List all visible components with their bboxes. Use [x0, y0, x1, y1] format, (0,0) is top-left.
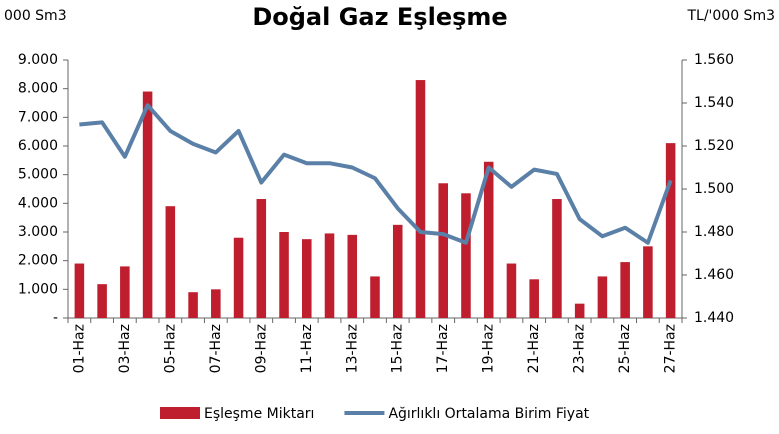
y2-tick-label: 1.540: [694, 95, 734, 111]
y-tick-label: 3.000: [18, 224, 58, 240]
bar: [279, 232, 289, 318]
x-tick-label: 15-Haz: [390, 324, 406, 373]
bar: [529, 279, 539, 318]
y-axis-label: 000 Sm3: [4, 8, 67, 24]
x-tick-label: 19-Haz: [481, 324, 497, 373]
bar: [415, 80, 426, 318]
legend-label: Eşleşme Miktarı: [204, 406, 314, 422]
bar: [392, 224, 403, 318]
x-tick-label: 05-Haz: [162, 324, 178, 373]
y-tick-label: 5.000: [18, 167, 58, 183]
y-tick-label: 6.000: [18, 138, 58, 154]
bar: [552, 199, 562, 318]
bar: [165, 206, 176, 318]
x-tick-label: 27-Haz: [663, 324, 679, 373]
line: [79, 103, 673, 245]
bar: [324, 233, 335, 318]
bar: [665, 143, 676, 318]
bar: [74, 263, 85, 318]
bar: [597, 276, 608, 318]
bar: [302, 239, 312, 318]
y2-tick-label: 1.460: [694, 267, 734, 283]
y2-tick-label: 1.520: [694, 138, 734, 154]
bar: [142, 91, 153, 319]
x-tick-label: 17-Haz: [435, 324, 451, 373]
bar: [120, 266, 130, 318]
chart-title: Doğal Gaz Eşleşme: [252, 3, 507, 31]
x-tick-label: 09-Haz: [253, 324, 269, 373]
y-tick-label: 4.000: [18, 195, 58, 211]
bar: [620, 262, 630, 318]
x-tick-label: 25-Haz: [617, 324, 633, 373]
bar: [97, 284, 107, 318]
x-tick-label: 23-Haz: [572, 324, 588, 373]
y-tick-label: 1.000: [18, 281, 58, 297]
y2-tick-label: 1.480: [694, 224, 734, 240]
bar: [483, 161, 494, 318]
x-tick-label: 13-Haz: [344, 324, 360, 373]
y-tick-label: 8.000: [18, 81, 58, 97]
bar: [370, 276, 380, 318]
y-tick-label: 2.000: [18, 253, 58, 269]
y2-tick-label: 1.500: [694, 181, 734, 197]
bar: [233, 237, 244, 318]
y-tick-label: 9.000: [18, 52, 58, 68]
y2-tick-label: 1.440: [694, 310, 734, 326]
y2-axis-label: TL/'000 Sm3: [686, 8, 775, 24]
y-tick-label: -: [53, 310, 58, 326]
bar: [438, 183, 448, 318]
bar: [461, 193, 471, 318]
legend-swatch: [160, 407, 200, 419]
bar: [643, 246, 653, 318]
bar: [347, 234, 358, 318]
x-tick-label: 01-Haz: [71, 324, 87, 373]
x-tick-label: 21-Haz: [526, 324, 542, 373]
x-tick-label: 11-Haz: [299, 324, 315, 373]
bar: [256, 199, 267, 318]
bar: [211, 289, 221, 318]
y2-tick-label: 1.560: [694, 52, 734, 68]
legend-label: Ağırlıklı Ortalama Birim Fiyat: [388, 406, 589, 422]
x-tick-label: 07-Haz: [208, 324, 224, 373]
bar: [574, 303, 585, 318]
bar: [188, 292, 198, 318]
y-tick-label: 7.000: [18, 109, 58, 125]
bar: [506, 263, 517, 318]
x-tick-label: 03-Haz: [117, 324, 133, 373]
